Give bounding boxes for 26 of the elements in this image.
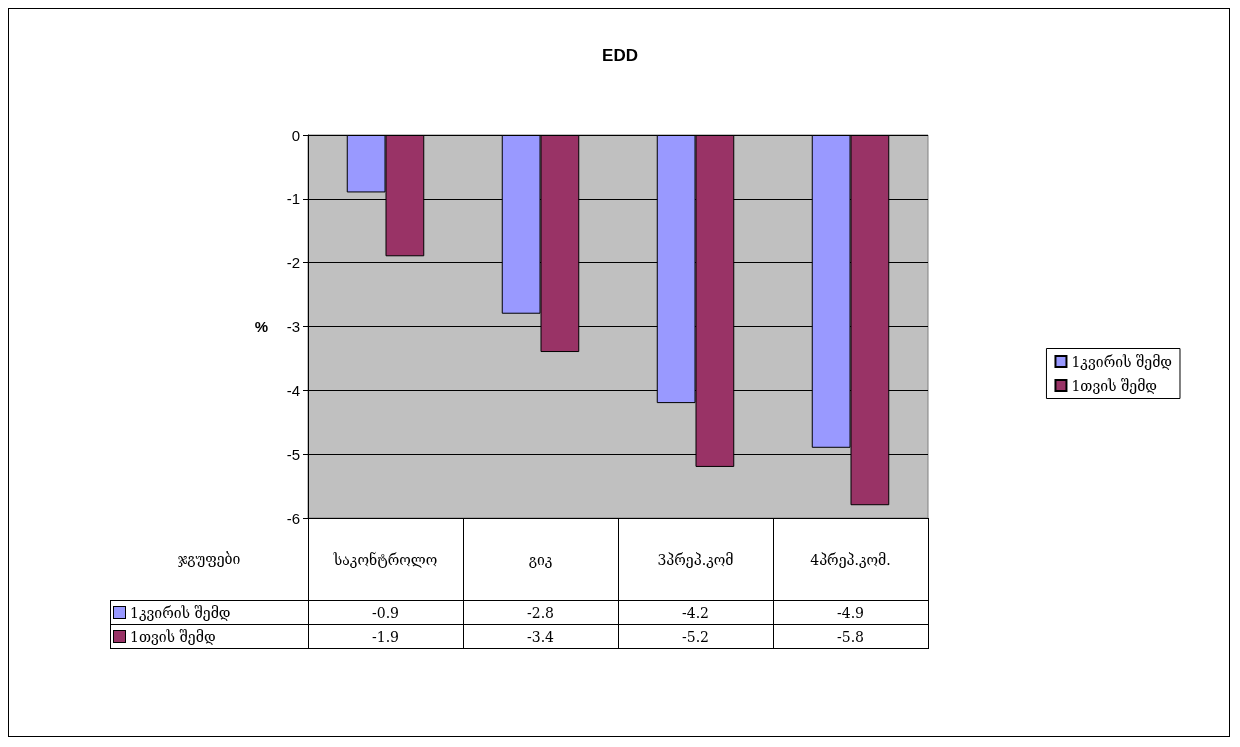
data-label: -4.9 xyxy=(773,600,928,625)
y-tick-label: 0 xyxy=(291,126,300,144)
y-tick-label: -4 xyxy=(286,381,300,399)
data-label: -5.8 xyxy=(773,624,928,649)
x-tick-label: 3პრეპ.კომ xyxy=(618,518,773,601)
text: 1თვის შემდ xyxy=(130,628,216,645)
x-tick-label: საკონტროლო xyxy=(308,518,463,601)
text: 1კვირის შემდ xyxy=(1071,353,1173,370)
x-tick-label: 4პრეპ.კომ. xyxy=(773,518,928,601)
legend-label: 1თვის შემდ xyxy=(1071,377,1158,394)
y-axis-title: % xyxy=(254,318,268,335)
x-tick-label: გიკ xyxy=(463,518,618,601)
data-label: -0.9 xyxy=(308,600,463,625)
data-label: -3.4 xyxy=(463,624,618,649)
y-tick-label: -2 xyxy=(286,254,300,272)
data-label: -2.8 xyxy=(463,600,618,625)
data-label: -1.9 xyxy=(308,624,463,649)
data-label: -5.2 xyxy=(618,624,773,649)
y-tick-label: -3 xyxy=(286,318,300,335)
chart-title: EDD xyxy=(602,46,638,65)
y-tick-label: -6 xyxy=(286,509,300,527)
legend-label: 1კვირის შემდ xyxy=(110,600,308,625)
data-label: -4.2 xyxy=(618,600,773,625)
y-tick-label: -5 xyxy=(286,445,300,463)
y-tick-label: -1 xyxy=(286,190,300,208)
x-axis-title: ჯგუფები xyxy=(177,551,241,568)
